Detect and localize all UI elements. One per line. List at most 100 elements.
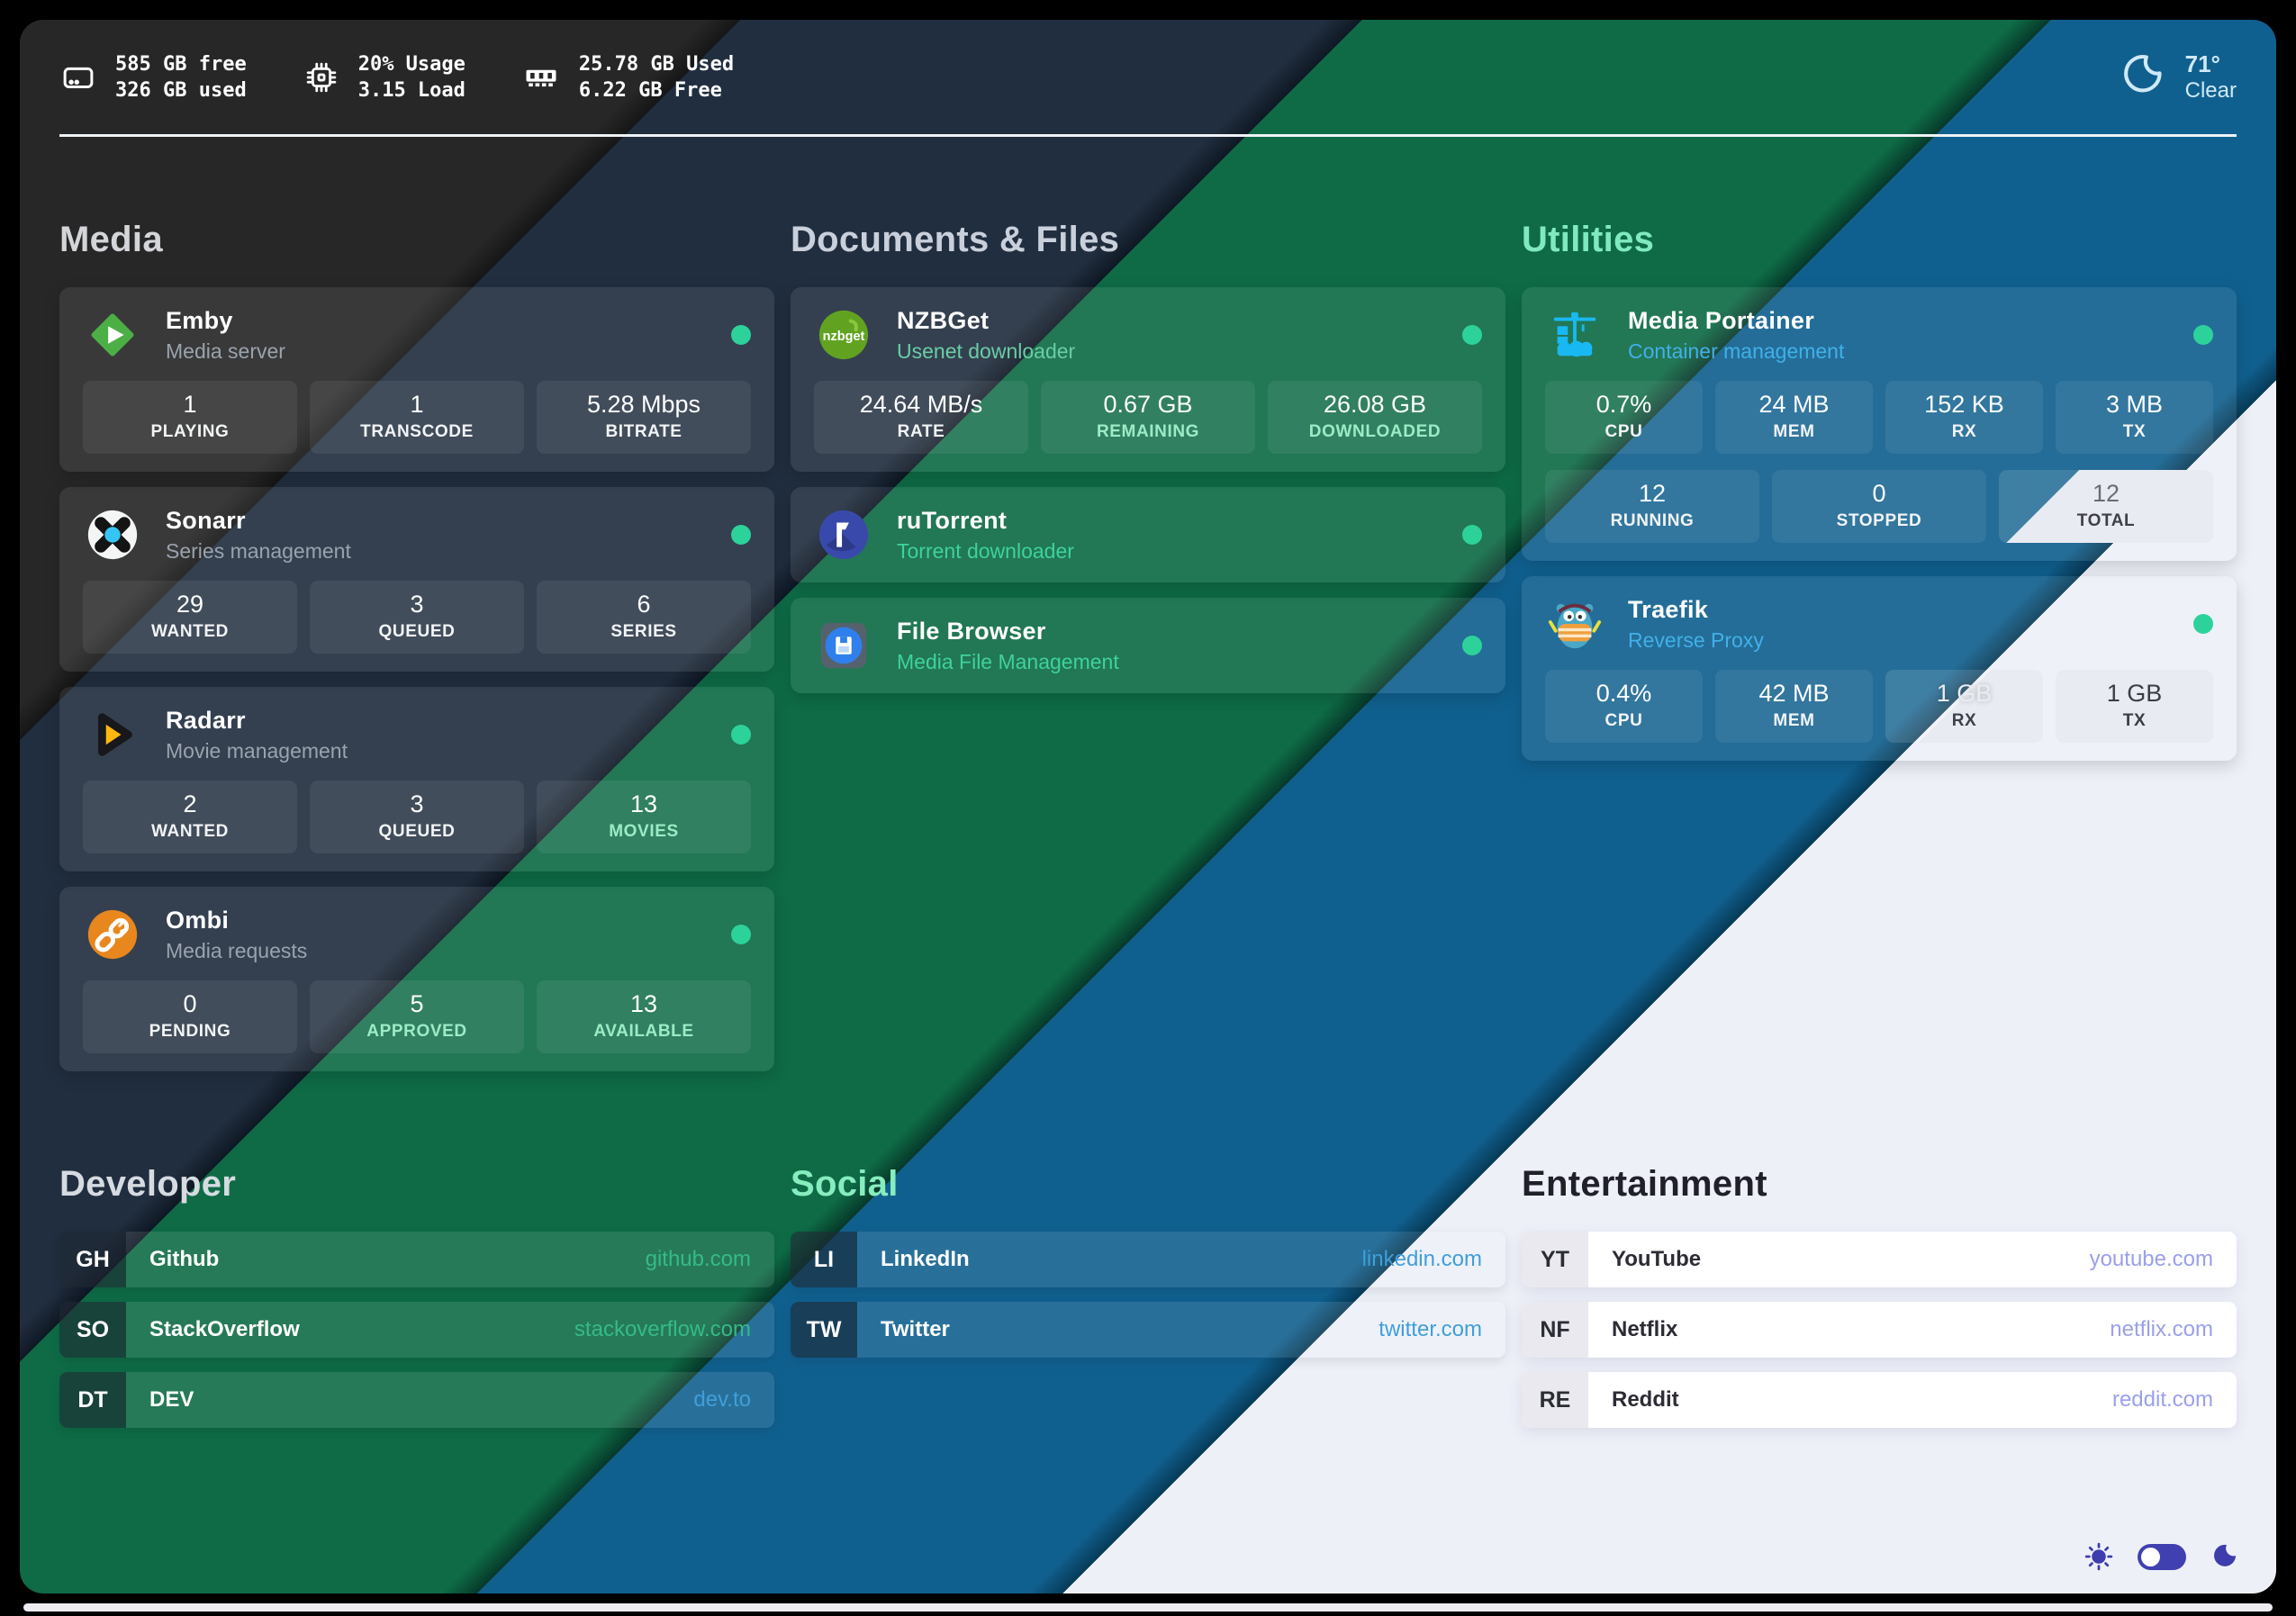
service-subtitle: Movie management	[166, 738, 348, 763]
service-name: Sonarr	[166, 506, 246, 534]
bookmark-url: github.com	[645, 1247, 751, 1272]
service-subtitle: Media server	[166, 339, 285, 363]
bookmark-abbr: DT	[59, 1372, 126, 1429]
bookmark-twitter[interactable]: TW Twitter twitter.com	[791, 1302, 1505, 1359]
disk-free: 585 GB free	[115, 52, 247, 76]
bookmark-linkedin[interactable]: LI LinkedIn linkedin.com	[791, 1232, 1505, 1288]
stat-wanted: 29 WANTED	[83, 581, 297, 655]
stat-downloaded: 26.08 GB DOWNLOADED	[1268, 381, 1482, 455]
stat-series: 6 SERIES	[537, 581, 751, 655]
stat-cpu: 0.7% CPU	[1545, 381, 1703, 455]
status-dot	[1462, 525, 1482, 546]
section-title: Entertainment	[1522, 1164, 1767, 1205]
bookmark-name: Github	[149, 1247, 220, 1272]
service-card-portainer[interactable]: Media Portainer Container management 0.7…	[1522, 287, 2237, 562]
theme-toggle[interactable]	[2138, 1543, 2186, 1570]
service-card-nzbget[interactable]: nzbget NZBGet Usenet downloader 24.64 MB…	[791, 287, 1505, 473]
stat-pending: 0 PENDING	[83, 980, 297, 1054]
service-card-rutorrent[interactable]: ruTorrent Torrent downloader	[791, 487, 1505, 583]
bookmark-name: YouTube	[1612, 1247, 1702, 1272]
stat-remaining: 0.67 GB REMAINING	[1041, 381, 1255, 455]
bookmark-github[interactable]: GH Github github.com	[59, 1232, 774, 1288]
stat-queued: 3 QUEUED	[310, 581, 524, 655]
bookmark-stackoverflow[interactable]: SO StackOverflow stackoverflow.com	[59, 1302, 774, 1359]
service-card-sonarr[interactable]: Sonarr Series management 29 WANTED 3 QUE…	[59, 487, 774, 673]
bookmark-name: StackOverflow	[149, 1317, 300, 1342]
nzbget-icon: nzbget	[814, 305, 873, 365]
window-bottom-edge	[23, 1603, 2273, 1611]
bookmark-abbr: YT	[1522, 1232, 1588, 1288]
stat-playing: 1 PLAYING	[83, 381, 297, 455]
bookmark-reddit[interactable]: RE Reddit reddit.com	[1522, 1372, 2237, 1429]
service-name: Radarr	[166, 706, 246, 734]
bookmark-netflix[interactable]: NF Netflix netflix.com	[1522, 1302, 2237, 1359]
stat-approved: 5 APPROVED	[310, 980, 524, 1054]
service-card-emby[interactable]: Emby Media server 1 PLAYING 1 TRANSCODE	[59, 287, 774, 473]
stat-bitrate: 5.28 Mbps BITRATE	[537, 381, 751, 455]
ram-stat: 25.78 GB Used 6.22 GB Free	[521, 51, 734, 104]
status-dot	[731, 525, 751, 546]
service-subtitle: Container management	[1628, 339, 1845, 363]
stat-wanted: 2 WANTED	[83, 781, 297, 854]
bookmark-name: Reddit	[1612, 1387, 1679, 1413]
section-title: Documents & Files	[791, 220, 1120, 260]
stat-transcode: 1 TRANSCODE	[310, 381, 524, 455]
status-dot	[1462, 636, 1482, 656]
status-dot	[731, 325, 751, 346]
bookmark-name: LinkedIn	[881, 1247, 970, 1272]
stat-rate: 24.64 MB/s RATE	[814, 381, 1028, 455]
rutorrent-icon	[814, 505, 873, 564]
moon-icon[interactable]	[2210, 1542, 2238, 1571]
stat-tx: 1 GB TX	[2056, 670, 2213, 744]
service-subtitle: Reverse Proxy	[1628, 627, 1764, 652]
service-subtitle: Torrent downloader	[897, 538, 1074, 563]
weather-temp: 71°	[2184, 50, 2220, 77]
status-dot	[2193, 325, 2213, 346]
status-dot	[1462, 325, 1482, 346]
status-dot	[731, 925, 751, 945]
section-title: Utilities	[1522, 220, 1655, 260]
service-card-radarr[interactable]: Radarr Movie management 2 WANTED 3 QUEUE…	[59, 687, 774, 872]
stat-stopped: 0 STOPPED	[1772, 470, 1986, 544]
traefik-icon	[1545, 594, 1604, 654]
service-name: ruTorrent	[897, 506, 1008, 534]
stat-running: 12 RUNNING	[1545, 470, 1759, 544]
portainer-icon	[1545, 305, 1604, 365]
cpu-stat: 20% Usage 3.15 Load	[303, 51, 466, 104]
service-subtitle: Media File Management	[897, 649, 1119, 673]
weather-condition: Clear	[2184, 78, 2237, 104]
service-name: NZBGet	[897, 306, 990, 334]
service-subtitle: Media requests	[166, 938, 308, 962]
status-dot	[2193, 614, 2213, 635]
bookmark-name: Netflix	[1612, 1317, 1678, 1342]
bookmark-abbr: RE	[1522, 1372, 1588, 1429]
bookmark-url: stackoverflow.com	[574, 1317, 751, 1342]
sun-icon[interactable]	[2084, 1541, 2114, 1572]
bookmark-url: dev.to	[693, 1387, 751, 1413]
bookmark-name: Twitter	[881, 1317, 950, 1342]
stat-rx: 152 KB RX	[1885, 381, 2043, 455]
cpu-icon	[303, 59, 340, 96]
service-card-ombi[interactable]: Ombi Media requests 0 PENDING 5 APPROVED	[59, 887, 774, 1072]
ram-used: 25.78 GB Used	[578, 52, 735, 76]
service-card-traefik[interactable]: Traefik Reverse Proxy 0.4% CPU 42 MB MEM	[1522, 576, 2237, 762]
svg-text:nzbget: nzbget	[823, 330, 865, 344]
service-name: Emby	[166, 306, 233, 334]
ombi-icon	[83, 905, 142, 964]
top-status-bar: 585 GB free 326 GB used 20% Usage 3.15 L…	[59, 20, 2237, 138]
section-social: Social LI LinkedIn linkedin.com TW Twitt…	[791, 1164, 1505, 1372]
section-title: Media	[59, 220, 163, 260]
ram-free: 6.22 GB Free	[578, 78, 722, 102]
section-developer: Developer GH Github github.com SO StackO…	[59, 1164, 774, 1442]
bookmark-youtube[interactable]: YT YouTube youtube.com	[1522, 1232, 2237, 1288]
bookmark-name: DEV	[149, 1387, 194, 1413]
bookmark-dev[interactable]: DT DEV dev.to	[59, 1372, 774, 1429]
bookmark-url: reddit.com	[2111, 1387, 2213, 1413]
ram-icon	[521, 58, 561, 97]
theme-switcher	[2084, 1541, 2238, 1572]
disk-icon	[59, 59, 97, 96]
bookmark-url: linkedin.com	[1361, 1247, 1482, 1272]
stat-queued: 3 QUEUED	[310, 781, 524, 854]
bookmark-url: netflix.com	[2110, 1317, 2213, 1342]
service-card-filebrowser[interactable]: File Browser Media File Management	[791, 598, 1505, 694]
